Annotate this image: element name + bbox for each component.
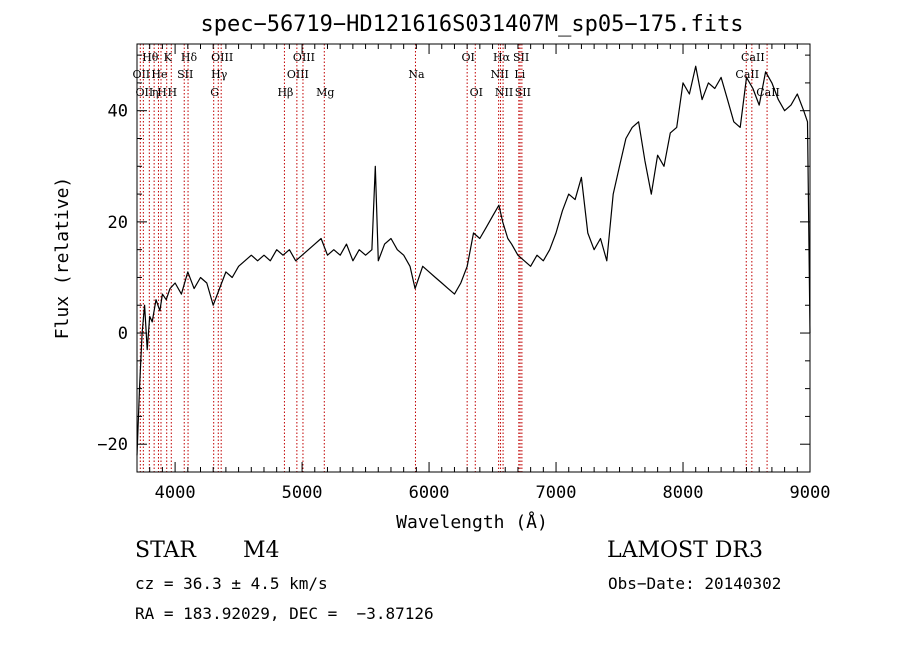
line-marker-label: CaII — [741, 51, 765, 64]
x-tick-label: 5000 — [282, 483, 323, 503]
line-marker-label: G — [210, 86, 219, 99]
line-marker-label: OI — [461, 51, 474, 64]
line-marker-label: Mg — [316, 86, 334, 99]
spectrum-line — [136, 65, 811, 456]
line-marker-label: CaII — [756, 86, 780, 99]
tick-layer: 4000 5000 6000 7000 8000 9000 −20 0 20 40 — [97, 44, 830, 503]
line-marker-label: Li — [514, 68, 525, 81]
line-marker-label: H — [157, 86, 167, 99]
line-marker-label: Hβ — [277, 86, 293, 99]
redshift-cz: cz = 36.3 ± 4.5 km/s — [135, 574, 328, 593]
x-axis-label: Wavelength (Å) — [396, 511, 548, 533]
line-marker-label: Hα — [493, 51, 511, 64]
series-layer — [136, 65, 811, 456]
line-marker-label: He — [151, 68, 167, 81]
x-tick-label: 9000 — [790, 483, 831, 503]
line-marker-label: NII — [495, 86, 513, 99]
x-tick-label: 8000 — [663, 483, 704, 503]
line-marker-label: H — [167, 86, 177, 99]
line-marker-label: K — [164, 51, 173, 64]
line-marker-label: η — [152, 86, 159, 99]
y-tick-label: 20 — [108, 213, 128, 233]
chart-title: spec−56719−HD121616S031407M_sp05−175.fit… — [200, 12, 743, 37]
line-marker-layer: OIIOIIHθηHeHKHSIIHδGHγOIIIHβOIIIOIIIMgNa… — [132, 44, 780, 472]
line-marker-label: OI — [470, 86, 483, 99]
y-tick-label: −20 — [97, 435, 128, 455]
line-marker-label: SII — [515, 86, 531, 99]
line-marker-label: Na — [408, 68, 425, 81]
line-marker-label: OIII — [211, 51, 233, 64]
plot-frame — [136, 43, 811, 473]
line-marker-label: CaII — [735, 68, 759, 81]
x-tick-label: 7000 — [536, 483, 577, 503]
y-axis-label: Flux (relative) — [52, 177, 73, 340]
x-tick-label: 4000 — [155, 483, 196, 503]
line-marker-label: OIII — [287, 68, 309, 81]
y-tick-label: 0 — [118, 324, 128, 344]
line-marker-label: SII — [513, 51, 529, 64]
line-marker-label: OIII — [293, 51, 315, 64]
line-marker-label: NII — [490, 68, 508, 81]
ra-dec: RA = 183.92029, DEC = −3.87126 — [135, 604, 434, 623]
x-tick-label: 6000 — [409, 483, 450, 503]
line-marker-label: SII — [177, 68, 193, 81]
line-marker-label: Hθ — [142, 51, 159, 64]
object-class: STAR — [135, 538, 196, 563]
object-subclass: M4 — [243, 538, 280, 563]
line-marker-label: Hγ — [211, 68, 228, 81]
line-marker-label: OII — [132, 68, 150, 81]
line-marker-label: Hδ — [181, 51, 198, 64]
line-marker-label: OII — [135, 86, 153, 99]
y-tick-label: 40 — [108, 102, 128, 122]
survey-name: LAMOST DR3 — [607, 538, 763, 563]
observation-date: Obs−Date: 20140302 — [608, 574, 782, 593]
